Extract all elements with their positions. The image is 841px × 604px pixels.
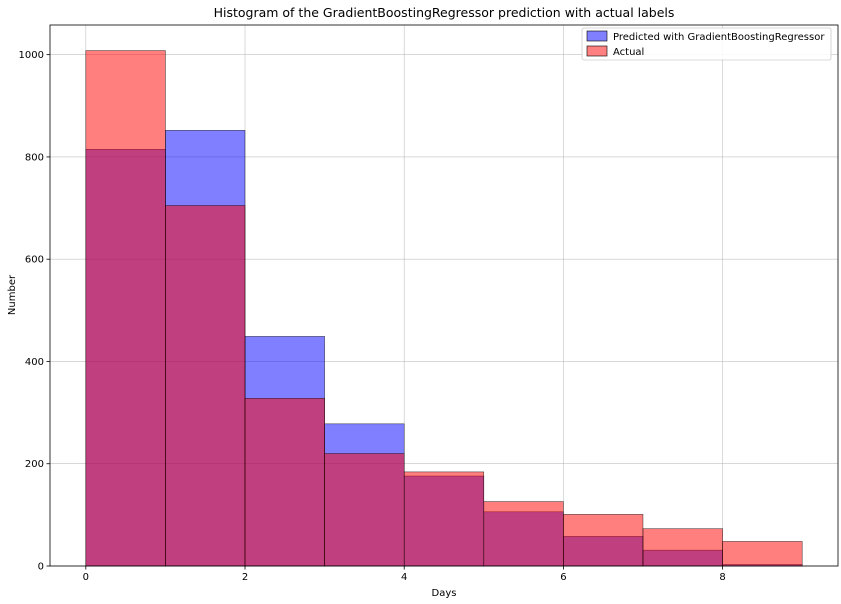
plot-frame <box>49 24 839 567</box>
bar-actual <box>165 205 246 567</box>
legend-swatch-predicted <box>586 30 608 42</box>
chart-title: Histogram of the GradientBoostingRegress… <box>214 5 675 20</box>
legend-frame <box>581 27 832 61</box>
x-tick-label: 8 <box>719 572 725 583</box>
histogram-bars <box>85 50 803 567</box>
y-tick-label: 600 <box>25 255 44 266</box>
legend-label-actual: Actual <box>613 47 644 58</box>
bar-actual <box>403 471 485 567</box>
y-tick-label: 400 <box>25 357 44 368</box>
legend: Predicted with GradientBoostingRegressor… <box>581 27 832 61</box>
bar-actual <box>483 501 564 567</box>
y-tick-label: 800 <box>25 152 44 163</box>
bar-actual <box>324 453 405 567</box>
y-tick-label: 0 <box>38 562 44 573</box>
x-tick-label: 6 <box>560 572 566 583</box>
x-tick-label: 2 <box>242 572 248 583</box>
x-axis-label: Days <box>432 588 457 599</box>
x-tick-label: 0 <box>83 572 89 583</box>
legend-label-predicted: Predicted with GradientBoostingRegressor <box>613 32 825 43</box>
bar-actual <box>563 514 644 567</box>
x-tick-label: 4 <box>401 572 407 583</box>
y-tick-label: 1000 <box>19 50 44 61</box>
y-tick-label: 200 <box>25 459 44 470</box>
bar-actual <box>642 528 723 567</box>
y-axis-label: Number <box>7 274 18 315</box>
bar-actual <box>722 541 803 567</box>
legend-swatch-actual <box>586 45 608 57</box>
x-axis-ticks: 0 2 4 6 8 <box>83 566 726 583</box>
y-axis-ticks: 0 200 400 600 800 1000 <box>19 50 50 573</box>
bar-actual <box>85 50 166 567</box>
bar-actual <box>244 398 325 567</box>
